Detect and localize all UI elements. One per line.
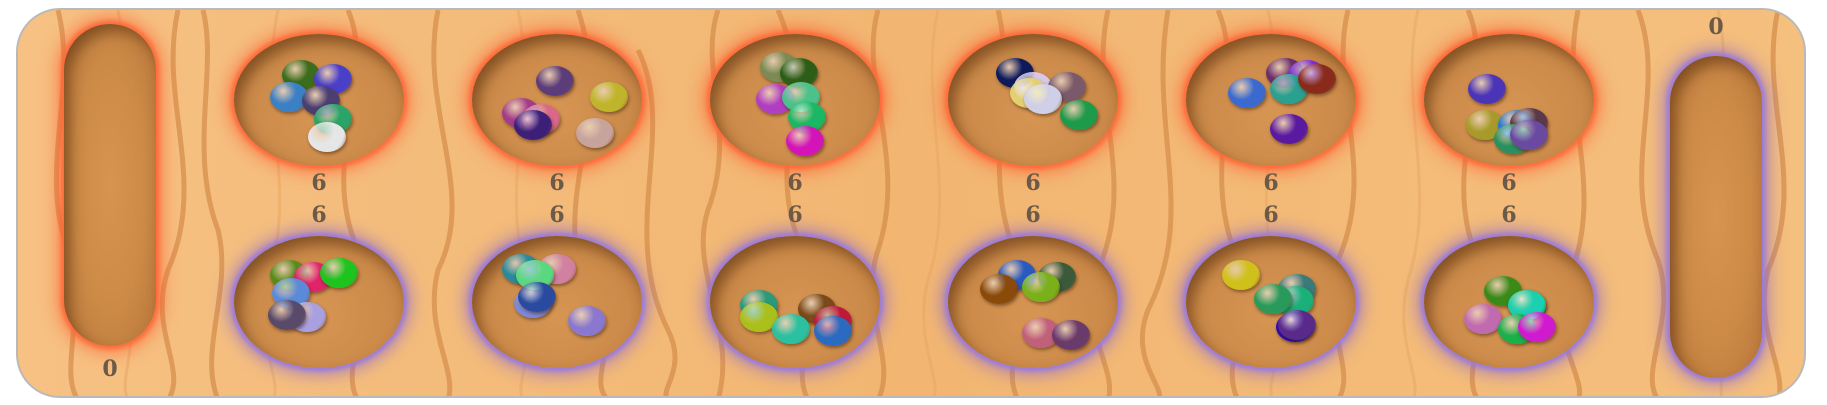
- bottom-pit-6-stone: [1518, 312, 1556, 342]
- bottom-pit-3-stone: [814, 316, 852, 346]
- top-pit-6-stone: [1510, 120, 1548, 150]
- top-pit-4[interactable]: [948, 34, 1118, 166]
- top-pit-1[interactable]: [234, 34, 404, 166]
- top-pit-2-stone: [514, 110, 552, 140]
- top-pit-2-stone: [590, 82, 628, 112]
- bottom-pit-5-stone: [1254, 284, 1292, 314]
- bottom-pit-4-stone: [1022, 272, 1060, 302]
- bottom-pit-2[interactable]: [472, 236, 642, 368]
- top-pit-4-stone: [1024, 84, 1062, 114]
- top-pit-1-stone: [270, 82, 308, 112]
- bottom-pit-2-stone: [568, 306, 606, 336]
- top-pit-5-stone: [1298, 64, 1336, 94]
- bottom-pit-5-stone: [1222, 260, 1260, 290]
- top-pit-4-count: 6: [1025, 170, 1041, 196]
- bottom-pit-4[interactable]: [948, 236, 1118, 368]
- top-pit-3-count: 6: [787, 170, 803, 196]
- top-pit-6-stone: [1468, 74, 1506, 104]
- top-pit-6-count: 6: [1501, 170, 1517, 196]
- bottom-pit-6-count: 6: [1501, 202, 1517, 228]
- top-pit-3-stone: [786, 126, 824, 156]
- top-pit-2-count: 6: [549, 170, 565, 196]
- bottom-player-store: [1670, 56, 1762, 378]
- top-pit-4-stone: [1060, 100, 1098, 130]
- top-pit-5-stone: [1270, 114, 1308, 144]
- bottom-pit-6[interactable]: [1424, 236, 1594, 368]
- bottom-store-count: 0: [1708, 14, 1724, 40]
- bottom-pit-2-count: 6: [549, 202, 565, 228]
- top-pit-2[interactable]: [472, 34, 642, 166]
- bottom-pit-5-count: 6: [1263, 202, 1279, 228]
- top-store-count: 0: [102, 356, 118, 382]
- top-pit-5[interactable]: [1186, 34, 1356, 166]
- top-pit-5-stone: [1228, 78, 1266, 108]
- bottom-pit-1-stone: [320, 258, 358, 288]
- bottom-pit-1[interactable]: [234, 236, 404, 368]
- bottom-pit-2-stone: [518, 282, 556, 312]
- bottom-pit-4-stone: [980, 274, 1018, 304]
- bottom-pit-3[interactable]: [710, 236, 880, 368]
- top-pit-2-stone: [576, 118, 614, 148]
- mancala-board: 0 0 6 6 6 6 6 6 6 6 6 6 6 6: [16, 8, 1806, 398]
- bottom-pit-5[interactable]: [1186, 236, 1356, 368]
- bottom-pit-6-stone: [1464, 304, 1502, 334]
- top-pit-1-count: 6: [311, 170, 327, 196]
- bottom-pit-4-count: 6: [1025, 202, 1041, 228]
- top-pit-5-count: 6: [1263, 170, 1279, 196]
- bottom-pit-5-stone: [1278, 310, 1316, 340]
- top-pit-1-stone: [308, 122, 346, 152]
- bottom-pit-1-stone: [268, 300, 306, 330]
- top-pit-6[interactable]: [1424, 34, 1594, 166]
- bottom-pit-4-stone: [1052, 320, 1090, 350]
- top-pit-3[interactable]: [710, 34, 880, 166]
- top-player-store: [64, 24, 156, 346]
- top-pit-2-stone: [536, 66, 574, 96]
- bottom-pit-1-count: 6: [311, 202, 327, 228]
- bottom-pit-3-count: 6: [787, 202, 803, 228]
- bottom-pit-3-stone: [772, 314, 810, 344]
- bottom-pit-3-stone: [740, 302, 778, 332]
